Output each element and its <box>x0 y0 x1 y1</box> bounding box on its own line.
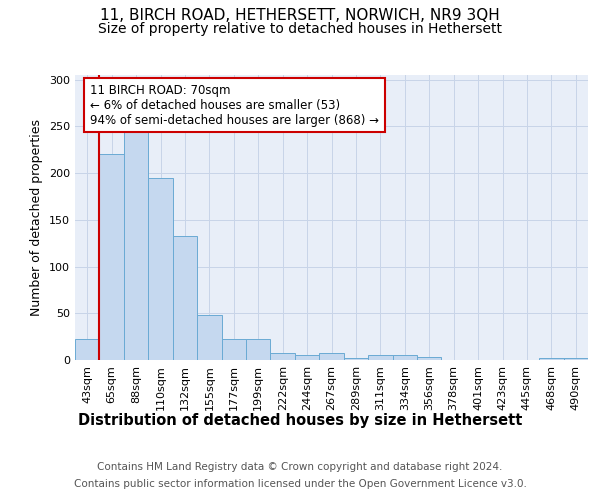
Bar <box>75 338 100 360</box>
Text: Distribution of detached houses by size in Hethersett: Distribution of detached houses by size … <box>78 412 522 428</box>
Bar <box>539 358 563 360</box>
Bar <box>295 356 319 360</box>
Bar <box>173 236 197 360</box>
Bar <box>246 338 271 360</box>
Bar <box>100 154 124 360</box>
Bar <box>319 352 344 360</box>
Text: Contains HM Land Registry data © Crown copyright and database right 2024.: Contains HM Land Registry data © Crown c… <box>97 462 503 472</box>
Text: 11 BIRCH ROAD: 70sqm
← 6% of detached houses are smaller (53)
94% of semi-detach: 11 BIRCH ROAD: 70sqm ← 6% of detached ho… <box>91 84 379 126</box>
Bar <box>344 358 368 360</box>
Bar <box>417 357 442 360</box>
Bar <box>221 340 246 360</box>
Text: Size of property relative to detached houses in Hethersett: Size of property relative to detached ho… <box>98 22 502 36</box>
Bar <box>392 356 417 360</box>
Text: 11, BIRCH ROAD, HETHERSETT, NORWICH, NR9 3QH: 11, BIRCH ROAD, HETHERSETT, NORWICH, NR9… <box>100 8 500 22</box>
Bar <box>124 131 148 360</box>
Bar <box>197 315 221 360</box>
Text: Contains public sector information licensed under the Open Government Licence v3: Contains public sector information licen… <box>74 479 526 489</box>
Bar <box>148 178 173 360</box>
Y-axis label: Number of detached properties: Number of detached properties <box>31 119 43 316</box>
Bar <box>563 358 588 360</box>
Bar <box>271 354 295 360</box>
Bar <box>368 356 392 360</box>
